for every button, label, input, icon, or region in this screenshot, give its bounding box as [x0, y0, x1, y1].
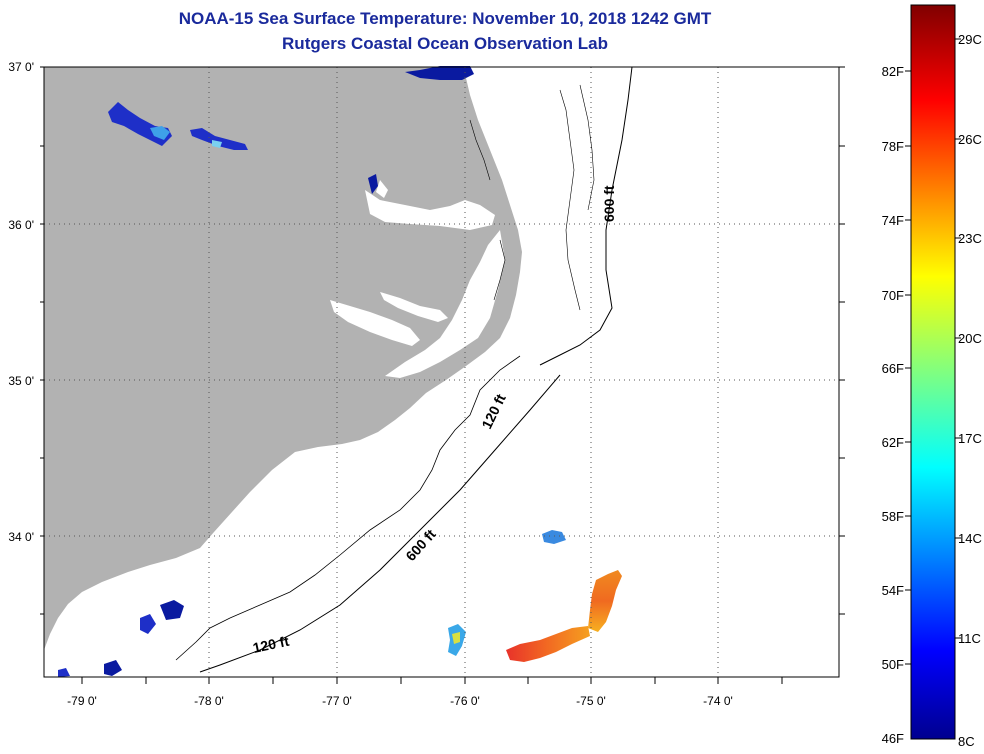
colorbar-c-label: 26C: [958, 132, 982, 147]
colorbar-ticks: [905, 38, 961, 665]
albemarle-sound: [365, 190, 495, 230]
map-frame: [43, 66, 840, 678]
sst-patch-chowan: [368, 174, 378, 194]
contour-label: 120 ft: [251, 633, 290, 656]
lon-label: -74 0': [703, 694, 733, 708]
neuse-river: [330, 300, 420, 346]
sst-patch-lake-gaston-cyan: [150, 126, 170, 140]
colorbar-f-label: 78F: [882, 139, 904, 154]
lat-label: 36 0': [8, 218, 34, 232]
colorbar-c-labels: 29C 26C 23C 20C 17C 14C 11C 8C: [958, 32, 982, 749]
lat-labels: 37 0' 36 0' 35 0' 34 0': [8, 60, 34, 544]
lat-label: 37 0': [8, 60, 34, 74]
contour-120ft: [175, 355, 521, 661]
lon-label: -75 0': [576, 694, 606, 708]
lat-label: 35 0': [8, 374, 34, 388]
colorbar-f-label: 82F: [882, 64, 904, 79]
colorbar: [910, 4, 956, 740]
map-title: NOAA-15 Sea Surface Temperature: Novembe…: [178, 9, 712, 28]
colorbar-c-label: 8C: [958, 734, 975, 749]
sst-patch-gulfstream-east: [588, 570, 622, 632]
lat-label: 34 0': [8, 530, 34, 544]
sst-patch-south: [58, 668, 70, 677]
colorbar-f-label: 54F: [882, 583, 904, 598]
contour-label: 600 ft: [601, 185, 617, 222]
map-subtitle: Rutgers Coastal Ocean Observation Lab: [282, 34, 608, 53]
colorbar-f-label: 50F: [882, 657, 904, 672]
colorbar-f-label: 66F: [882, 361, 904, 376]
tick-marks: [40, 66, 845, 684]
colorbar-c-label: 20C: [958, 331, 982, 346]
colorbar-c-label: 23C: [958, 231, 982, 246]
pamlico-sound: [385, 230, 505, 378]
colorbar-c-label: 17C: [958, 431, 982, 446]
contour-600ft-south: [199, 374, 561, 673]
colorbar-f-label: 74F: [882, 213, 904, 228]
sst-patch-lake-gaston-2: [212, 140, 222, 148]
colorbar-c-label: 29C: [958, 32, 982, 47]
pamlico-river: [380, 292, 448, 322]
chowan-inlet: [376, 180, 388, 198]
sst-patch-kerr-lake: [190, 128, 248, 150]
colorbar-f-label: 70F: [882, 288, 904, 303]
sst-patch-north-blue: [542, 530, 566, 544]
lon-label: -77 0': [322, 694, 352, 708]
lon-label: -76 0': [450, 694, 480, 708]
colorbar-f-label: 46F: [882, 731, 904, 746]
lon-label: -79 0': [67, 694, 97, 708]
shelf-speckles: [469, 84, 595, 311]
lon-labels: -79 0' -78 0' -77 0' -76 0' -75 0' -74 0…: [67, 694, 733, 708]
sst-patch-currituck: [405, 66, 474, 80]
sst-patch-gulfstream-west: [506, 626, 590, 662]
sst-patch-onslow-2: [140, 614, 156, 634]
colorbar-c-label: 11C: [958, 631, 981, 646]
colorbar-f-label: 58F: [882, 509, 904, 524]
colorbar-f-labels: 82F 78F 74F 70F 66F 62F 58F 54F 50F 46F: [882, 64, 904, 746]
colorbar-c-label: 14C: [958, 531, 982, 546]
grid: [44, 67, 839, 677]
sst-patch-bay: [104, 660, 122, 676]
lon-label: -78 0': [194, 694, 224, 708]
colorbar-f-label: 62F: [882, 435, 904, 450]
sst-patch-cool-west-yellow: [452, 632, 460, 644]
contour-600ft-north: [539, 66, 633, 366]
sst-patch-onslow: [160, 600, 184, 620]
